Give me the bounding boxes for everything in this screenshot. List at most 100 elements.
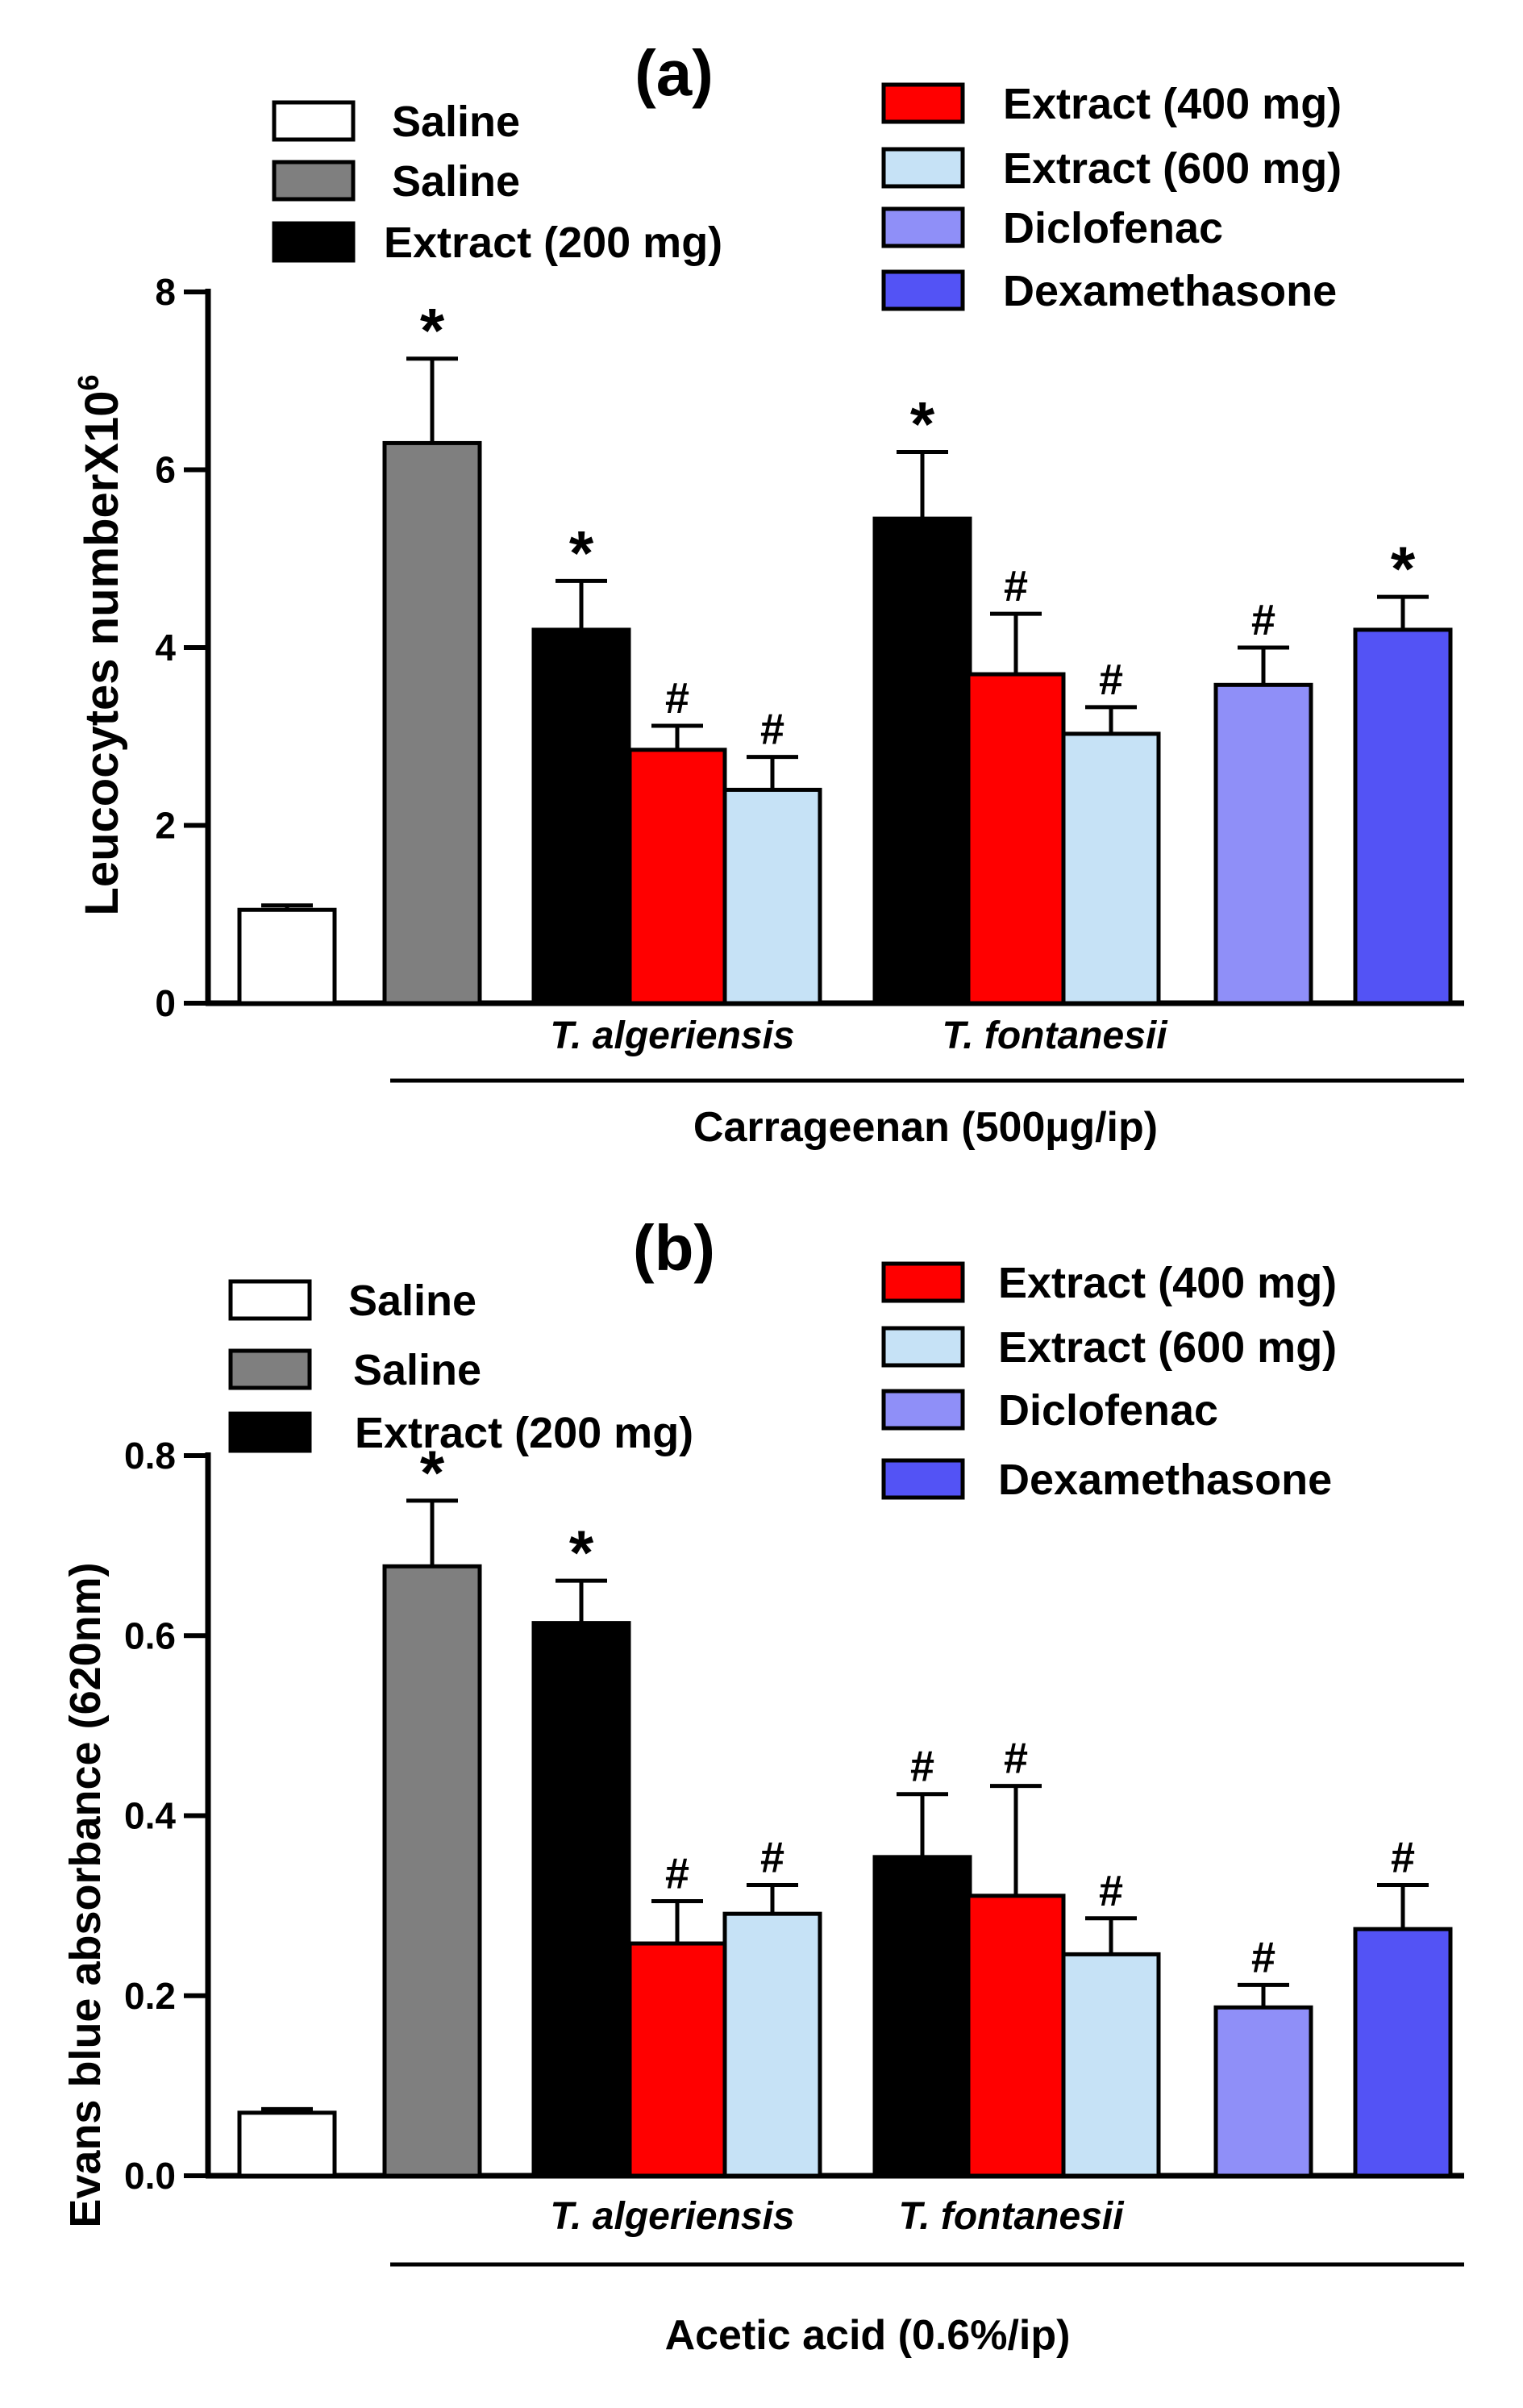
panel-b-y-axis-label: Evans blue absorbance (620nm) bbox=[61, 1562, 110, 2227]
bar bbox=[237, 2110, 337, 2178]
legend-swatch bbox=[881, 82, 965, 124]
significance-marker: # bbox=[665, 1850, 689, 1898]
legend-entry: Extract (400 mg) bbox=[881, 80, 1342, 128]
y-tick-label: 0.4 bbox=[124, 1795, 176, 1837]
bar bbox=[1353, 1927, 1453, 2178]
bar bbox=[722, 787, 822, 1006]
legend-swatch bbox=[272, 160, 356, 202]
legend-entry: Extract (200 mg) bbox=[272, 219, 722, 267]
panel-a-bars: * * # # * # # # * bbox=[237, 295, 1453, 1006]
significance-marker: # bbox=[1391, 1833, 1415, 1881]
bar bbox=[531, 627, 631, 1006]
bar-group: * bbox=[531, 517, 631, 1006]
bar bbox=[237, 907, 337, 1006]
bar-group: # bbox=[1213, 1933, 1313, 2178]
legend-label: Extract (400 mg) bbox=[1003, 80, 1342, 128]
legend-swatch bbox=[881, 1261, 965, 1303]
y-tick-label: 6 bbox=[155, 449, 176, 491]
significance-marker: # bbox=[1251, 1933, 1275, 1981]
panel-b-bars: * * # # # # # # # bbox=[237, 1437, 1453, 2178]
bar bbox=[382, 1564, 482, 2178]
bar bbox=[872, 516, 972, 1006]
legend-entry: Dexamethasone bbox=[881, 1456, 1332, 1504]
bar bbox=[1213, 2005, 1313, 2178]
significance-marker: # bbox=[1099, 1867, 1123, 1915]
panel-a-treatment-label: Carrageenan (500µg/ip) bbox=[693, 1104, 1158, 1151]
panel-b-group-label-algeriensis: T. algeriensis bbox=[550, 2195, 794, 2238]
bar-group: * bbox=[1353, 533, 1453, 1006]
bar-group: # bbox=[1213, 596, 1313, 1006]
legend-label: Extract (600 mg) bbox=[998, 1323, 1337, 1372]
panel-a-y-axis-label-group: Leucocytes numberX106 bbox=[72, 374, 128, 915]
legend-label: Saline bbox=[353, 1346, 481, 1394]
legend-swatch bbox=[881, 206, 965, 248]
y-tick-label: 4 bbox=[155, 627, 176, 669]
legend-label: Extract (200 mg) bbox=[355, 1409, 693, 1457]
bar-group: * bbox=[872, 388, 972, 1006]
panel-b-treatment-label: Acetic acid (0.6%/ip) bbox=[665, 2312, 1071, 2359]
legend-label: Dexamethasone bbox=[998, 1456, 1332, 1504]
bar-group: * bbox=[382, 1437, 482, 2178]
legend-swatch bbox=[272, 100, 356, 142]
bar bbox=[1061, 731, 1161, 1006]
legend-swatch bbox=[881, 1389, 965, 1431]
significance-marker: * bbox=[420, 1437, 445, 1508]
legend-label: Dexamethasone bbox=[1003, 267, 1337, 315]
legend-label: Extract (400 mg) bbox=[998, 1259, 1337, 1307]
legend-entry: Diclofenac bbox=[881, 204, 1223, 252]
bar-group: * bbox=[382, 295, 482, 1006]
legend-entry: Saline bbox=[228, 1277, 476, 1325]
legend-swatch bbox=[272, 221, 356, 263]
y-tick-label: 2 bbox=[155, 805, 176, 847]
bar-group: # bbox=[1353, 1833, 1453, 2178]
panel-b-label: (b) bbox=[633, 1212, 715, 1284]
legend-swatch bbox=[881, 1458, 965, 1500]
significance-marker: # bbox=[760, 1833, 784, 1881]
bar bbox=[1353, 627, 1453, 1006]
panel-b: (b) Saline Saline Extract (200 mg) Extract … bbox=[61, 1212, 1464, 2359]
y-tick-label: 8 bbox=[155, 271, 176, 313]
panel-a-y-axis-label-exponent: 6 bbox=[72, 374, 105, 390]
significance-marker: * bbox=[1391, 533, 1416, 604]
panel-a-group-label-fontanesii: T. fontanesii bbox=[942, 1014, 1168, 1057]
panel-a-y-axis-label: Leucocytes numberX106 bbox=[72, 374, 128, 915]
legend-entry: Extract (600 mg) bbox=[881, 1323, 1337, 1372]
legend-swatch bbox=[881, 147, 965, 189]
legend-label: Diclofenac bbox=[1003, 204, 1223, 252]
legend-label: Saline bbox=[392, 98, 520, 146]
legend-entry: Saline bbox=[272, 157, 520, 206]
bar bbox=[872, 1855, 972, 2178]
y-tick-label: 0 bbox=[155, 982, 176, 1024]
legend-swatch bbox=[881, 269, 965, 311]
significance-marker: # bbox=[760, 706, 784, 754]
bar bbox=[1061, 1952, 1161, 2178]
panel-a-legend: Saline Saline Extract (200 mg) Extract (400… bbox=[272, 80, 1342, 315]
panel-a-group-label-algeriensis: T. algeriensis bbox=[550, 1014, 794, 1057]
legend-entry: Extract (600 mg) bbox=[881, 144, 1342, 193]
legend-entry: Extract (200 mg) bbox=[228, 1409, 693, 1457]
bar bbox=[627, 748, 727, 1006]
panel-a: (a) Saline Saline Extract (200 mg) Extract … bbox=[72, 37, 1464, 1151]
legend-label: Extract (200 mg) bbox=[384, 219, 722, 267]
legend-entry: Dexamethasone bbox=[881, 267, 1337, 315]
y-tick-label: 0.0 bbox=[124, 2155, 176, 2197]
bar-group: # bbox=[722, 1833, 822, 2178]
bar-group: # bbox=[966, 562, 1066, 1006]
panel-b-group-label-fontanesii: T. fontanesii bbox=[898, 2195, 1125, 2238]
legend-swatch bbox=[881, 1326, 965, 1368]
significance-marker: * bbox=[569, 1517, 594, 1588]
legend-swatch bbox=[228, 1411, 312, 1453]
significance-marker: # bbox=[1004, 1735, 1028, 1783]
legend-label: Saline bbox=[392, 157, 520, 206]
legend-label: Diclofenac bbox=[998, 1386, 1218, 1435]
bar-group: # bbox=[627, 674, 727, 1006]
bar bbox=[627, 1941, 727, 2178]
legend-entry: Diclofenac bbox=[881, 1386, 1218, 1435]
bar-group: # bbox=[627, 1850, 727, 2178]
bar bbox=[382, 440, 482, 1006]
bar bbox=[531, 1621, 631, 2178]
bar-group bbox=[237, 2106, 337, 2178]
bar-group bbox=[237, 903, 337, 1006]
panel-a-label: (a) bbox=[635, 37, 714, 109]
